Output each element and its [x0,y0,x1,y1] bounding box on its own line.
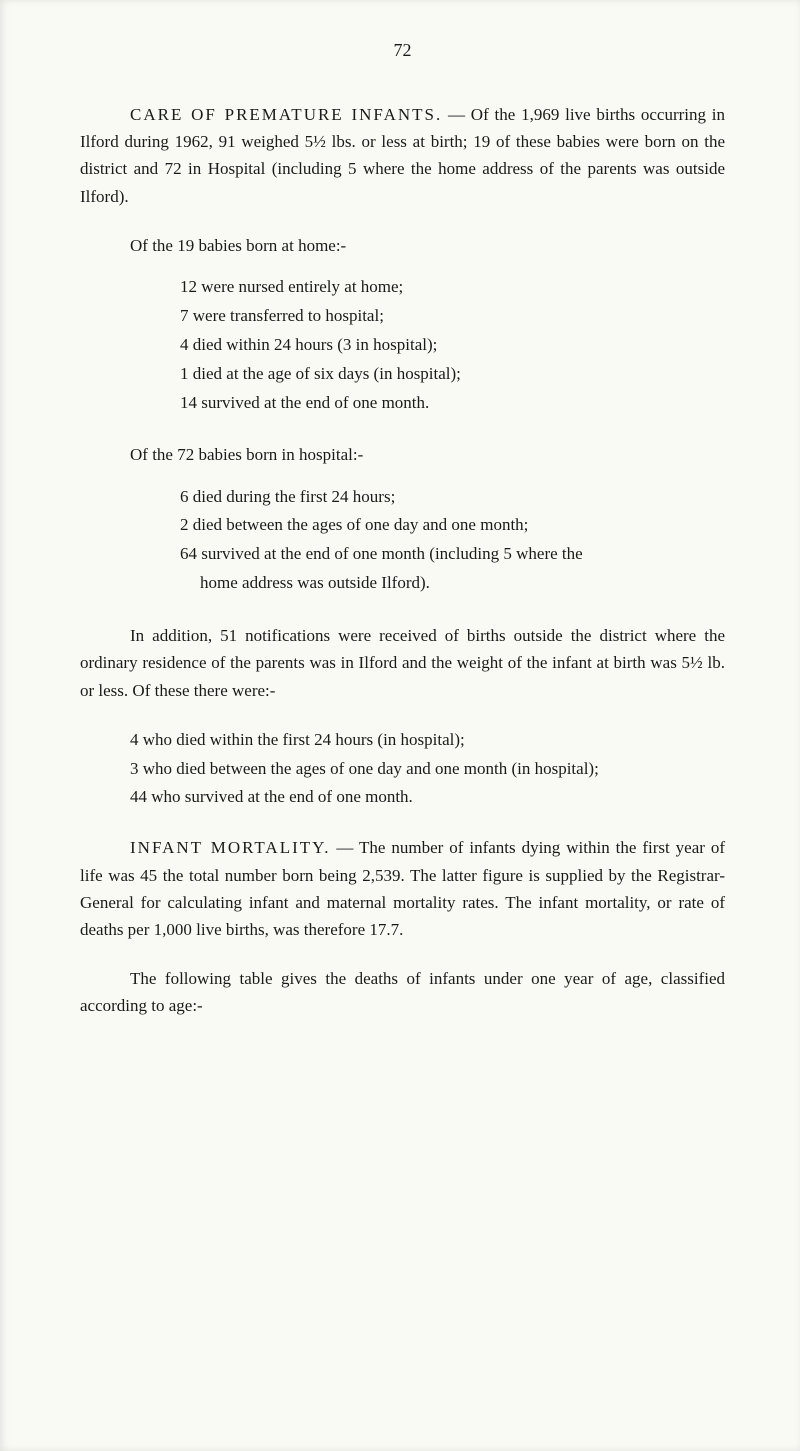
list-item: 3 who died between the ages of one day a… [130,755,725,784]
list-item: 1 died at the age of six days (in hospit… [180,360,725,389]
care-premature-title: CARE OF PREMATURE INFANTS. [130,105,442,124]
document-page: 72 CARE OF PREMATURE INFANTS. — Of the 1… [0,0,800,1451]
list-item: 2 died between the ages of one day and o… [180,511,725,540]
home-babies-list: 12 were nursed entirely at home; 7 were … [180,273,725,417]
list-item-continuation: home address was outside Ilford). [200,569,725,598]
list-item: 64 survived at the end of one month (inc… [180,540,725,569]
infant-mortality-title: INFANT MORTALITY. [130,838,330,857]
list-item: 14 survived at the end of one month. [180,389,725,418]
home-babies-intro: Of the 19 babies born at home:- [130,232,725,259]
list-item: 4 died within 24 hours (3 in hospital); [180,331,725,360]
page-number: 72 [80,40,725,61]
following-table-paragraph: The following table gives the deaths of … [80,965,725,1019]
infant-mortality-paragraph: INFANT MORTALITY. — The number of infant… [80,834,725,943]
hospital-babies-intro: Of the 72 babies born in hospital:- [130,441,725,468]
care-premature-paragraph: CARE OF PREMATURE INFANTS. — Of the 1,96… [80,101,725,210]
list-item: 4 who died within the first 24 hours (in… [130,726,725,755]
hospital-babies-list: 6 died during the first 24 hours; 2 died… [180,483,725,599]
list-item: 12 were nursed entirely at home; [180,273,725,302]
list-item: 44 who survived at the end of one month. [130,783,725,812]
list-item: 6 died during the first 24 hours; [180,483,725,512]
addition-list: 4 who died within the first 24 hours (in… [130,726,725,813]
addition-paragraph: In addition, 51 notifications were recei… [80,622,725,704]
list-item: 7 were transferred to hospital; [180,302,725,331]
